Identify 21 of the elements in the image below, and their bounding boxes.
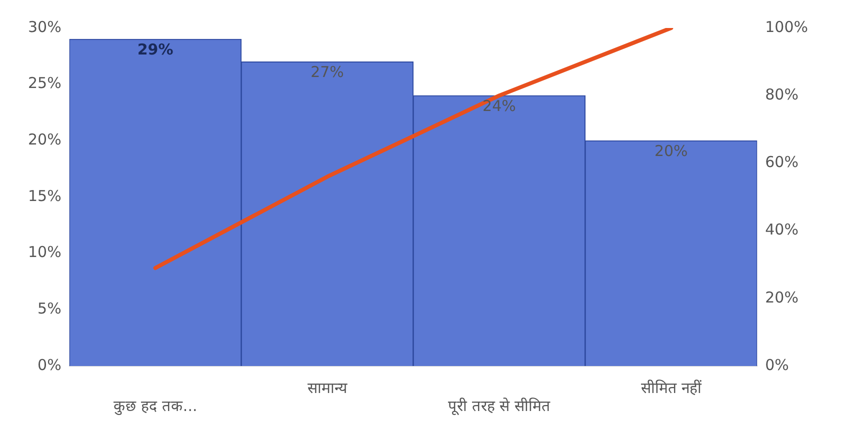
y2-tick-label: 60%	[765, 153, 798, 172]
y-tick-label: 10%	[28, 243, 62, 262]
x-tick-label: कुछ हद तक...	[113, 396, 198, 416]
y2-tick-label: 80%	[765, 85, 798, 104]
y-tick-label: 0%	[38, 356, 62, 374]
y2-tick-label: 0%	[765, 356, 789, 374]
data-label: 27%	[310, 63, 344, 82]
y-tick-label: 25%	[28, 74, 62, 92]
data-label: 24%	[482, 96, 516, 115]
x-tick-label: पूरी तरह से सीमित	[448, 396, 550, 416]
y-tick-label: 30%	[28, 18, 62, 36]
y2-tick-label: 40%	[765, 220, 798, 239]
x-tick-label: सीमित नहीं	[640, 378, 703, 397]
y2-tick-label: 20%	[765, 288, 798, 306]
x-tick-label: सामान्य	[307, 378, 348, 397]
data-label: 20%	[654, 142, 688, 160]
data-label: 29%	[137, 40, 174, 59]
y2-tick-label: 100%	[765, 18, 808, 36]
y-tick-label: 20%	[28, 130, 62, 149]
y-tick-label: 5%	[38, 300, 62, 318]
y-tick-label: 15%	[28, 186, 62, 205]
